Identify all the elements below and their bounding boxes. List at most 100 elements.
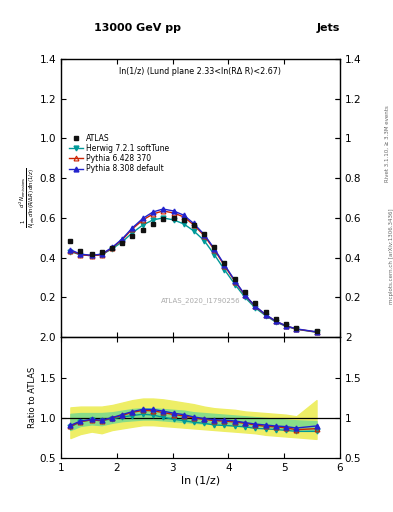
Pythia 6.428 370 [263, 312, 268, 318]
Pythia 8.308 default [233, 278, 237, 284]
Herwig 7.2.1 softTune [191, 228, 196, 234]
Pythia 6.428 370 [161, 208, 165, 214]
Pythia 6.428 370 [274, 318, 278, 325]
ATLAS [212, 244, 217, 250]
ATLAS [283, 321, 288, 327]
ATLAS [171, 215, 176, 221]
Herwig 7.2.1 softTune [130, 230, 135, 236]
ATLAS [314, 328, 319, 334]
Pythia 8.308 default [294, 326, 299, 332]
Text: Rivet 3.1.10, ≥ 3.3M events: Rivet 3.1.10, ≥ 3.3M events [385, 105, 389, 182]
ATLAS [130, 233, 135, 239]
Pythia 8.308 default [243, 292, 248, 298]
ATLAS [78, 248, 83, 254]
ATLAS [161, 216, 165, 222]
Herwig 7.2.1 softTune [161, 215, 165, 221]
Text: ln(1/z) (Lund plane 2.33<ln(RΔ R)<2.67): ln(1/z) (Lund plane 2.33<ln(RΔ R)<2.67) [119, 67, 281, 76]
Pythia 6.428 370 [99, 251, 104, 258]
Herwig 7.2.1 softTune [263, 313, 268, 319]
Pythia 8.308 default [161, 206, 165, 212]
Herwig 7.2.1 softTune [283, 323, 288, 329]
Legend: ATLAS, Herwig 7.2.1 softTune, Pythia 6.428 370, Pythia 8.308 default: ATLAS, Herwig 7.2.1 softTune, Pythia 6.4… [68, 132, 171, 175]
Pythia 6.428 370 [151, 211, 155, 217]
Line: Pythia 6.428 370: Pythia 6.428 370 [68, 208, 319, 334]
ATLAS [202, 231, 207, 237]
Herwig 7.2.1 softTune [68, 249, 73, 255]
ATLAS [233, 275, 237, 282]
Pythia 6.428 370 [171, 210, 176, 216]
Pythia 6.428 370 [120, 237, 125, 243]
Pythia 6.428 370 [314, 329, 319, 335]
Herwig 7.2.1 softTune [181, 221, 186, 227]
Line: ATLAS: ATLAS [68, 216, 319, 334]
Pythia 6.428 370 [89, 252, 94, 259]
Pythia 6.428 370 [294, 326, 299, 332]
Pythia 6.428 370 [233, 279, 237, 285]
Pythia 6.428 370 [222, 263, 227, 269]
Pythia 6.428 370 [181, 214, 186, 220]
ATLAS [263, 309, 268, 315]
Pythia 6.428 370 [141, 217, 145, 223]
Pythia 6.428 370 [130, 226, 135, 232]
Pythia 8.308 default [120, 236, 125, 242]
Herwig 7.2.1 softTune [141, 222, 145, 228]
Pythia 8.308 default [171, 208, 176, 214]
Pythia 8.308 default [141, 215, 145, 221]
Text: 13000 GeV pp: 13000 GeV pp [94, 23, 181, 33]
Pythia 8.308 default [151, 209, 155, 215]
Pythia 8.308 default [99, 251, 104, 257]
Herwig 7.2.1 softTune [233, 282, 237, 288]
ATLAS [151, 221, 155, 227]
Pythia 8.308 default [212, 246, 217, 252]
Line: Herwig 7.2.1 softTune: Herwig 7.2.1 softTune [68, 216, 319, 335]
ATLAS [68, 238, 73, 244]
Herwig 7.2.1 softTune [243, 294, 248, 301]
Pythia 8.308 default [130, 225, 135, 231]
ATLAS [89, 251, 94, 257]
Line: Pythia 8.308 default: Pythia 8.308 default [68, 206, 319, 334]
Pythia 6.428 370 [202, 233, 207, 239]
Pythia 8.308 default [274, 318, 278, 324]
Pythia 8.308 default [110, 244, 115, 250]
Pythia 8.308 default [222, 262, 227, 268]
Herwig 7.2.1 softTune [314, 329, 319, 335]
Pythia 8.308 default [78, 251, 83, 257]
Pythia 8.308 default [181, 212, 186, 218]
Pythia 8.308 default [253, 303, 257, 309]
Herwig 7.2.1 softTune [202, 238, 207, 244]
Pythia 8.308 default [68, 247, 73, 253]
Herwig 7.2.1 softTune [274, 319, 278, 325]
ATLAS [243, 289, 248, 295]
Y-axis label: Ratio to ATLAS: Ratio to ATLAS [28, 367, 37, 429]
Pythia 8.308 default [263, 311, 268, 317]
Herwig 7.2.1 softTune [99, 251, 104, 258]
Pythia 6.428 370 [110, 245, 115, 251]
ATLAS [222, 260, 227, 266]
Herwig 7.2.1 softTune [89, 252, 94, 259]
Pythia 8.308 default [89, 252, 94, 259]
Herwig 7.2.1 softTune [253, 305, 257, 311]
Pythia 6.428 370 [253, 303, 257, 309]
ATLAS [141, 227, 145, 233]
ATLAS [274, 316, 278, 323]
Pythia 8.308 default [191, 221, 196, 227]
ATLAS [110, 245, 115, 251]
ATLAS [99, 249, 104, 255]
X-axis label: ln (1/z): ln (1/z) [181, 476, 220, 486]
ATLAS [181, 217, 186, 223]
Herwig 7.2.1 softTune [78, 251, 83, 258]
Pythia 6.428 370 [243, 292, 248, 298]
Pythia 8.308 default [283, 323, 288, 329]
Herwig 7.2.1 softTune [151, 217, 155, 223]
Pythia 6.428 370 [191, 222, 196, 228]
Pythia 8.308 default [314, 329, 319, 335]
Pythia 6.428 370 [78, 251, 83, 258]
ATLAS [253, 301, 257, 307]
Pythia 6.428 370 [283, 323, 288, 329]
Text: mcplots.cern.ch [arXiv:1306.3436]: mcplots.cern.ch [arXiv:1306.3436] [389, 208, 393, 304]
ATLAS [120, 240, 125, 246]
Y-axis label: $\frac{1}{N_{\mathrm{jets}}}\frac{d^2 N_{\mathrm{emissions}}}{d\ln(R/\Delta R)\,: $\frac{1}{N_{\mathrm{jets}}}\frac{d^2 N_… [18, 168, 38, 228]
Herwig 7.2.1 softTune [110, 246, 115, 252]
Text: ATLAS_2020_I1790256: ATLAS_2020_I1790256 [161, 297, 240, 304]
Pythia 6.428 370 [68, 248, 73, 254]
